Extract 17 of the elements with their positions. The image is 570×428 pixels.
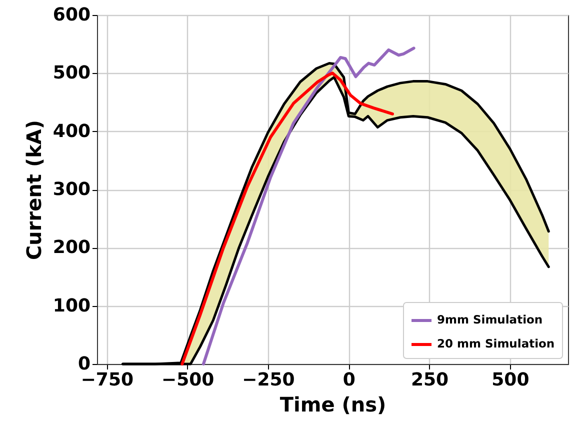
x-axis-title: Time (ns) — [280, 392, 386, 416]
x-tick-label: −250 — [242, 370, 295, 390]
legend-label: 9mm Simulation — [437, 312, 543, 326]
x-tick-label: 500 — [492, 370, 530, 390]
line-series — [180, 72, 394, 366]
y-tick-label: 300 — [52, 179, 90, 200]
y-tick-label: 600 — [52, 4, 90, 26]
y-tick-label: 100 — [52, 295, 90, 316]
y-tick-label: 500 — [52, 62, 90, 84]
legend-label: 20 mm Simulation — [437, 336, 555, 350]
y-tick-label: 400 — [52, 120, 90, 142]
x-tick-label: 250 — [410, 370, 449, 390]
x-tick-label: 0 — [342, 370, 356, 390]
x-tick-label: −500 — [162, 370, 214, 390]
y-axis-title: Current (kA) — [22, 120, 46, 260]
y-tick-label: 200 — [52, 237, 90, 258]
line-series — [202, 46, 416, 366]
